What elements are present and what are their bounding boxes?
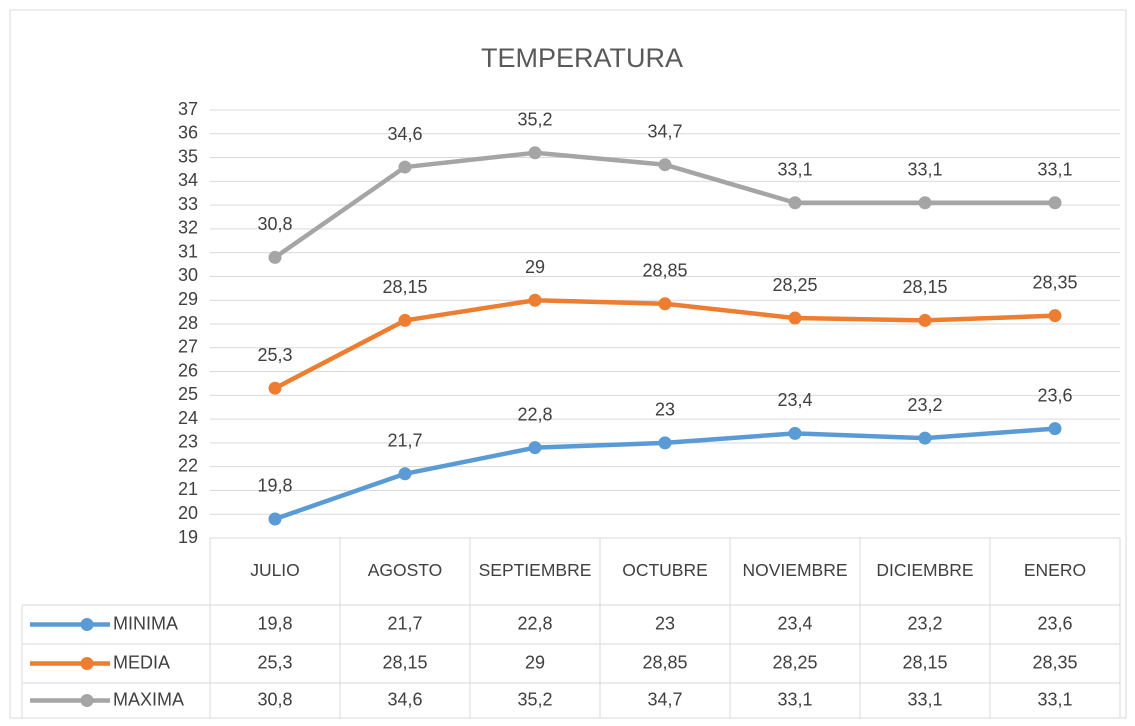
legend-marker	[80, 618, 94, 631]
y-tick-label: 28	[178, 313, 198, 333]
y-tick-label: 30	[178, 265, 198, 285]
table-cell: 34,6	[387, 689, 422, 709]
data-label: 28,35	[1032, 272, 1077, 292]
x-tick-label: NOVIEMBRE	[742, 560, 847, 580]
point	[528, 146, 542, 160]
data-label: 33,1	[907, 159, 942, 179]
table-cell: 28,25	[772, 652, 817, 672]
data-label: 23,2	[907, 395, 942, 415]
table-cell: 28,35	[1032, 652, 1077, 672]
point	[788, 196, 802, 210]
table-cell: 23	[655, 613, 675, 633]
data-label: 33,1	[1037, 159, 1072, 179]
data-label: 28,25	[772, 275, 817, 295]
y-tick-label: 34	[178, 170, 198, 190]
x-tick-label: AGOSTO	[368, 560, 443, 580]
point	[1048, 309, 1062, 323]
x-tick-label: JULIO	[250, 560, 300, 580]
data-label: 25,3	[257, 345, 292, 365]
y-tick-label: 36	[178, 123, 198, 143]
data-label: 33,1	[777, 159, 812, 179]
table-cell: 19,8	[257, 613, 292, 633]
chart-title: TEMPERATURA	[481, 43, 683, 73]
table-cell: 34,7	[647, 689, 682, 709]
legend-label: MINIMA	[113, 613, 178, 633]
y-tick-label: 26	[178, 360, 198, 380]
legend-label: MAXIMA	[113, 689, 184, 709]
data-label: 22,8	[517, 404, 552, 424]
x-tick-label: DICIEMBRE	[876, 560, 973, 580]
point	[1048, 196, 1062, 210]
point	[268, 512, 282, 526]
data-label: 28,85	[642, 261, 687, 281]
data-label: 23,6	[1037, 385, 1072, 405]
data-label: 23,4	[777, 390, 812, 410]
point	[918, 196, 932, 210]
y-tick-label: 29	[178, 289, 198, 309]
y-tick-label: 35	[178, 146, 198, 166]
data-label: 30,8	[257, 214, 292, 234]
x-tick-label: SEPTIEMBRE	[479, 560, 592, 580]
y-tick-label: 19	[178, 527, 198, 547]
y-tick-label: 31	[178, 241, 198, 261]
table-cell: 23,2	[907, 613, 942, 633]
data-label: 28,15	[902, 277, 947, 297]
point	[788, 311, 802, 325]
point	[658, 297, 672, 311]
point	[658, 436, 672, 450]
point	[918, 431, 932, 445]
point	[788, 426, 802, 440]
data-label: 23	[655, 400, 675, 420]
y-tick-label: 23	[178, 432, 198, 452]
point	[398, 313, 412, 327]
y-tick-label: 25	[178, 384, 198, 404]
point	[658, 158, 672, 172]
y-tick-label: 32	[178, 218, 198, 238]
table-cell: 28,15	[902, 652, 947, 672]
legend-marker	[80, 657, 94, 670]
point	[268, 381, 282, 395]
y-tick-label: 37	[178, 99, 198, 119]
legend-label: MEDIA	[113, 652, 170, 672]
data-label: 28,15	[382, 277, 427, 297]
x-tick-label: ENERO	[1024, 560, 1086, 580]
table-cell: 25,3	[257, 652, 292, 672]
y-tick-label: 21	[178, 479, 198, 499]
point	[398, 467, 412, 481]
table-cell: 30,8	[257, 689, 292, 709]
legend-marker	[80, 694, 94, 707]
table-cell: 23,4	[777, 613, 812, 633]
point	[268, 250, 282, 264]
table-cell: 33,1	[777, 689, 812, 709]
y-tick-label: 27	[178, 337, 198, 357]
chart-frame	[9, 9, 1127, 719]
table-cell: 23,6	[1037, 613, 1072, 633]
data-label: 29	[525, 257, 545, 277]
point	[528, 293, 542, 307]
point	[918, 313, 932, 327]
table-cell: 21,7	[387, 613, 422, 633]
y-tick-label: 22	[178, 455, 198, 475]
data-label: 21,7	[387, 431, 422, 451]
point	[528, 441, 542, 455]
x-tick-label: OCTUBRE	[622, 560, 708, 580]
point	[1048, 422, 1062, 436]
data-label: 19,8	[257, 476, 292, 496]
data-label: 34,6	[387, 124, 422, 144]
y-tick-label: 33	[178, 194, 198, 214]
table-cell: 35,2	[517, 689, 552, 709]
table-cell: 33,1	[1037, 689, 1072, 709]
y-tick-label: 24	[178, 408, 198, 428]
y-tick-label: 20	[178, 503, 198, 523]
table-cell: 22,8	[517, 613, 552, 633]
table-cell: 28,15	[382, 652, 427, 672]
point	[398, 160, 412, 174]
table-cell: 28,85	[642, 652, 687, 672]
data-label: 34,7	[647, 121, 682, 141]
table-cell: 33,1	[907, 689, 942, 709]
table-cell: 29	[525, 652, 545, 672]
data-label: 35,2	[517, 110, 552, 130]
